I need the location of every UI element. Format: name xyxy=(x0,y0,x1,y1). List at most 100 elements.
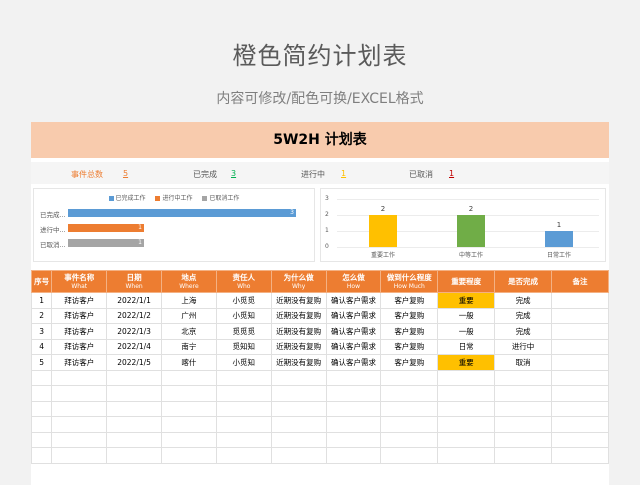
table-cell[interactable] xyxy=(380,447,439,464)
column-header[interactable]: 责任人 Who xyxy=(215,270,272,293)
table-cell[interactable] xyxy=(551,354,609,371)
table-cell[interactable] xyxy=(380,369,439,386)
table-cell[interactable] xyxy=(161,369,217,386)
table-cell[interactable] xyxy=(494,416,552,433)
table-cell[interactable] xyxy=(161,431,217,448)
table-cell[interactable]: 一般 xyxy=(437,307,496,324)
table-cell[interactable] xyxy=(30,431,53,448)
table-cell[interactable]: 客户复购 xyxy=(380,323,439,340)
table-cell[interactable]: 2 xyxy=(30,307,53,324)
table-cell[interactable] xyxy=(30,400,53,417)
table-cell[interactable]: 客户复购 xyxy=(380,292,439,309)
table-cell[interactable] xyxy=(380,431,439,448)
table-cell[interactable]: 完成 xyxy=(494,307,552,324)
table-cell[interactable] xyxy=(325,400,382,417)
column-header[interactable]: 为什么做 Why xyxy=(270,270,327,293)
table-cell[interactable]: 小觅知 xyxy=(215,354,272,371)
table-cell[interactable] xyxy=(551,369,609,386)
table-cell[interactable] xyxy=(551,431,609,448)
table-cell[interactable]: 确认客户需求 xyxy=(325,292,382,309)
table-cell[interactable] xyxy=(106,416,162,433)
table-cell[interactable] xyxy=(437,416,496,433)
table-cell[interactable] xyxy=(494,447,552,464)
table-cell[interactable] xyxy=(437,400,496,417)
table-cell[interactable]: 小觅知 xyxy=(215,307,272,324)
column-header[interactable]: 日期 When xyxy=(106,270,162,293)
table-cell[interactable]: 拜访客户 xyxy=(51,323,108,340)
table-cell[interactable]: 广州 xyxy=(161,307,217,324)
table-cell[interactable] xyxy=(51,431,108,448)
table-cell[interactable] xyxy=(161,385,217,402)
table-cell[interactable]: 取消 xyxy=(494,354,552,371)
table-cell[interactable] xyxy=(270,447,327,464)
table-cell[interactable] xyxy=(325,416,382,433)
table-cell[interactable]: 上海 xyxy=(161,292,217,309)
table-cell[interactable] xyxy=(551,323,609,340)
table-cell[interactable] xyxy=(494,400,552,417)
table-cell[interactable] xyxy=(270,400,327,417)
table-cell[interactable]: 南宁 xyxy=(161,338,217,355)
table-cell[interactable] xyxy=(437,369,496,386)
table-cell[interactable] xyxy=(106,369,162,386)
table-cell[interactable] xyxy=(215,400,272,417)
table-cell[interactable] xyxy=(215,385,272,402)
table-cell[interactable]: 3 xyxy=(30,323,53,340)
table-cell[interactable]: 客户复购 xyxy=(380,307,439,324)
table-cell[interactable]: 一般 xyxy=(437,323,496,340)
table-cell[interactable] xyxy=(494,385,552,402)
table-cell[interactable] xyxy=(551,447,609,464)
table-cell[interactable]: 4 xyxy=(30,338,53,355)
table-cell[interactable]: 2022/1/5 xyxy=(106,354,162,371)
table-cell[interactable] xyxy=(215,369,272,386)
table-cell[interactable]: 确认客户需求 xyxy=(325,307,382,324)
table-cell[interactable]: 近期没有复购 xyxy=(270,354,327,371)
column-header[interactable]: 怎么做 How xyxy=(325,270,382,293)
table-cell[interactable] xyxy=(30,369,53,386)
column-header[interactable]: 做到什么程度 How Much xyxy=(380,270,439,293)
table-cell[interactable]: 觅觅觅 xyxy=(215,323,272,340)
table-cell[interactable] xyxy=(30,416,53,433)
column-header[interactable]: 序号 xyxy=(30,270,53,293)
table-cell[interactable]: 重要 xyxy=(437,354,496,371)
table-cell[interactable] xyxy=(270,385,327,402)
table-cell[interactable] xyxy=(270,369,327,386)
table-cell[interactable]: 拜访客户 xyxy=(51,354,108,371)
table-cell[interactable]: 拜访客户 xyxy=(51,338,108,355)
table-cell[interactable] xyxy=(270,416,327,433)
table-cell[interactable] xyxy=(325,447,382,464)
table-cell[interactable] xyxy=(215,447,272,464)
column-header[interactable]: 备注 xyxy=(551,270,609,293)
table-cell[interactable]: 近期没有复购 xyxy=(270,307,327,324)
table-cell[interactable] xyxy=(161,416,217,433)
table-cell[interactable] xyxy=(30,447,53,464)
table-cell[interactable]: 完成 xyxy=(494,292,552,309)
table-cell[interactable] xyxy=(161,447,217,464)
table-cell[interactable]: 进行中 xyxy=(494,338,552,355)
table-cell[interactable]: 确认客户需求 xyxy=(325,354,382,371)
table-cell[interactable]: 客户复购 xyxy=(380,354,439,371)
table-cell[interactable]: 近期没有复购 xyxy=(270,338,327,355)
table-cell[interactable] xyxy=(380,416,439,433)
table-cell[interactable] xyxy=(325,431,382,448)
table-cell[interactable] xyxy=(551,292,609,309)
column-header[interactable]: 重要程度 xyxy=(437,270,496,293)
table-cell[interactable]: 近期没有复购 xyxy=(270,292,327,309)
table-cell[interactable] xyxy=(325,369,382,386)
table-cell[interactable] xyxy=(437,385,496,402)
table-cell[interactable] xyxy=(51,447,108,464)
table-cell[interactable] xyxy=(106,447,162,464)
table-cell[interactable]: 2022/1/2 xyxy=(106,307,162,324)
table-cell[interactable] xyxy=(551,307,609,324)
table-cell[interactable]: 喀什 xyxy=(161,354,217,371)
table-cell[interactable]: 2022/1/3 xyxy=(106,323,162,340)
table-cell[interactable] xyxy=(51,400,108,417)
column-header[interactable]: 是否完成 xyxy=(494,270,552,293)
table-cell[interactable] xyxy=(51,369,108,386)
table-cell[interactable] xyxy=(161,400,217,417)
table-cell[interactable]: 客户复购 xyxy=(380,338,439,355)
table-cell[interactable] xyxy=(325,385,382,402)
table-cell[interactable]: 1 xyxy=(30,292,53,309)
table-cell[interactable]: 完成 xyxy=(494,323,552,340)
table-cell[interactable] xyxy=(494,431,552,448)
table-cell[interactable] xyxy=(51,416,108,433)
